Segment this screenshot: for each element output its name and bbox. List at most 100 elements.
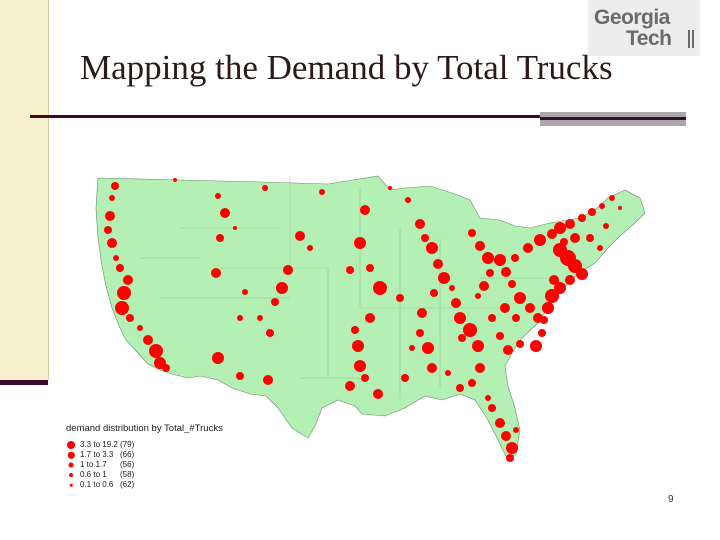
demand-dot xyxy=(506,442,518,454)
demand-dot xyxy=(597,245,603,251)
us-map-svg xyxy=(95,175,646,462)
demand-dot xyxy=(488,404,496,412)
legend-count-class-4: (58) xyxy=(120,470,135,479)
demand-dot xyxy=(215,193,221,199)
demand-dot xyxy=(137,325,143,331)
logo-mark-icon xyxy=(688,30,694,48)
demand-dot xyxy=(212,352,224,364)
demand-dot xyxy=(388,186,392,190)
demand-dot xyxy=(107,238,117,248)
demand-dot xyxy=(416,329,424,337)
legend-dot-class-3 xyxy=(68,462,74,468)
demand-dot xyxy=(352,340,364,352)
demand-dot xyxy=(421,234,429,242)
demand-dot xyxy=(454,312,466,324)
demand-dot xyxy=(512,314,520,322)
demand-dot xyxy=(475,241,485,251)
demand-dot xyxy=(438,272,450,284)
demand-dot xyxy=(496,332,504,340)
demand-dot xyxy=(319,189,325,195)
demand-dot xyxy=(576,268,588,280)
demand-dot xyxy=(495,418,505,428)
demand-dot xyxy=(173,178,177,182)
demand-dot xyxy=(354,237,366,249)
legend-count-class-2: (66) xyxy=(120,450,135,459)
legend-range-class-3: 1 to 1.7 xyxy=(80,460,107,469)
demand-dot xyxy=(351,326,359,334)
demand-dot xyxy=(475,363,485,373)
demand-dot xyxy=(366,264,374,272)
demand-dot xyxy=(565,219,575,229)
demand-dot xyxy=(508,280,516,288)
demand-dot xyxy=(276,282,288,294)
demand-dot xyxy=(116,264,124,272)
demand-dot xyxy=(456,384,464,392)
demand-dot xyxy=(540,316,548,324)
demand-dot xyxy=(514,292,526,304)
title-rule xyxy=(30,115,540,118)
demand-dot xyxy=(445,370,451,376)
demand-dot xyxy=(373,389,383,399)
demand-dot xyxy=(283,265,293,275)
demand-dot xyxy=(513,427,519,433)
demand-dot xyxy=(360,205,370,215)
demand-dot xyxy=(162,364,170,372)
left-decor-band-cap xyxy=(0,380,48,385)
demand-dot xyxy=(586,234,594,242)
demand-dot xyxy=(547,229,557,239)
demand-dot xyxy=(430,289,438,297)
demand-dot xyxy=(530,340,542,352)
legend-dot-class-2 xyxy=(67,451,75,459)
demand-dot xyxy=(599,203,605,209)
legend-dot-class-1 xyxy=(67,441,75,449)
demand-dot xyxy=(482,252,494,264)
demand-dot xyxy=(242,289,248,295)
legend-title: demand distribution by Total_#Trucks xyxy=(66,423,223,434)
demand-dot xyxy=(603,223,609,229)
demand-dot xyxy=(565,275,575,285)
legend-range-class-1: 3.3 to 19.2 xyxy=(80,440,118,449)
demand-dot xyxy=(503,345,513,355)
demand-dot xyxy=(588,208,596,216)
demand-dot xyxy=(216,234,224,242)
demand-dot xyxy=(346,266,354,274)
demand-dots xyxy=(104,178,622,462)
demand-dot xyxy=(468,229,476,237)
demand-dot xyxy=(109,195,115,201)
demand-dot xyxy=(409,345,415,351)
legend-range-class-2: 1.7 to 3.3 xyxy=(80,450,114,459)
demand-dot xyxy=(486,269,494,277)
demand-dot xyxy=(485,395,491,401)
demand-dot xyxy=(554,222,566,234)
demand-dot xyxy=(220,208,230,218)
legend-range-class-4: 0.6 to 1 xyxy=(80,470,107,479)
demand-dot xyxy=(354,360,366,372)
demand-dot xyxy=(468,379,476,387)
state-borders xyxy=(140,176,560,398)
demand-dot xyxy=(373,281,387,295)
demand-dot xyxy=(115,301,129,315)
demand-dot xyxy=(405,197,411,203)
demand-dot xyxy=(365,313,375,323)
slide-title: Mapping the Demand by Total Trucks xyxy=(80,48,613,87)
demand-dot xyxy=(262,185,268,191)
demand-dot xyxy=(307,245,313,251)
legend-count-class-5: (62) xyxy=(120,480,135,489)
demand-dot xyxy=(433,259,443,269)
demand-dot xyxy=(123,275,133,285)
demand-dot xyxy=(501,431,511,441)
map-legend: demand distribution by Total_#Trucks 3.3… xyxy=(62,414,274,504)
demand-dot xyxy=(104,226,112,234)
demand-dot xyxy=(426,242,438,254)
demand-dot xyxy=(618,206,622,210)
demand-dot xyxy=(578,214,586,222)
demand-dot xyxy=(538,329,546,337)
demand-dot xyxy=(609,195,615,201)
demand-dot xyxy=(295,231,305,241)
demand-dot xyxy=(523,243,533,253)
demand-dot xyxy=(501,267,511,277)
legend-count-class-3: (56) xyxy=(120,460,135,469)
demand-dot xyxy=(560,238,568,246)
demand-dot xyxy=(488,314,496,322)
demand-dot xyxy=(549,275,559,285)
